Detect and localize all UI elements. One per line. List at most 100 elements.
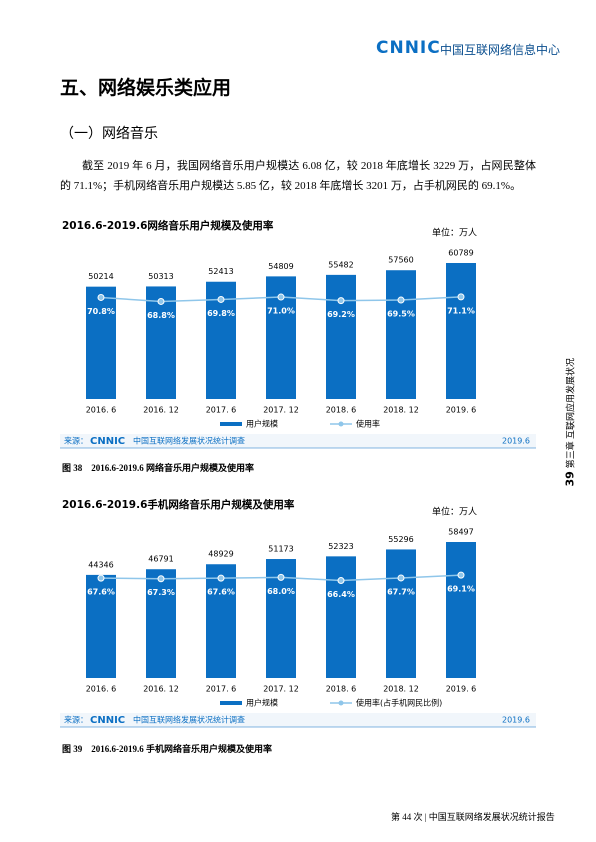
side-chapter: 第三章 互联网应用发展状况 [565, 358, 576, 469]
x-tick-label: 2017. 6 [206, 406, 237, 415]
bar-value-label: 48929 [208, 550, 233, 559]
source-prefix: 来源： [64, 437, 88, 446]
x-tick-label: 2019. 6 [446, 685, 477, 694]
paragraph: 截至 2019 年 6 月，我国网络音乐用户规模达 6.08 亿，较 2018 … [60, 160, 536, 192]
rate-point [97, 293, 105, 301]
header-org: 中国互联网络信息中心 [440, 43, 561, 57]
rate-label: 67.6% [87, 588, 115, 597]
side-tab: 39 第三章 互联网应用发展状况 [563, 357, 577, 487]
bar [146, 569, 176, 678]
x-tick-label: 2018. 12 [383, 406, 419, 415]
bar-value-label: 52413 [208, 267, 233, 276]
x-tick-label: 2017. 12 [263, 406, 299, 415]
bar [86, 574, 116, 678]
x-tick-label: 2016. 6 [86, 685, 117, 694]
legend-swatch [220, 701, 242, 705]
bar-value-label: 55296 [388, 535, 413, 544]
rate-label: 67.7% [387, 587, 415, 596]
legend-label: 使用率(占手机网民比例) [356, 698, 442, 708]
footer: 第 44 次 | 中国互联网络发展状况统计报告 [391, 812, 555, 822]
bar-value-label: 44346 [88, 560, 113, 569]
rate-point [337, 577, 345, 585]
rate-point [217, 574, 225, 582]
rate-point [277, 293, 285, 301]
bar [326, 556, 356, 678]
bar [446, 263, 476, 399]
chart-title: 2016.6-2019.6网络音乐用户规模及使用率 [62, 219, 274, 232]
rate-label: 69.2% [327, 310, 355, 319]
bar [206, 564, 236, 678]
rate-point [157, 575, 165, 583]
x-tick-label: 2018. 12 [383, 685, 419, 694]
rate-label: 67.6% [207, 588, 235, 597]
bar [326, 274, 356, 399]
figure-caption: 图 39 2016.6-2019.6 手机网络音乐用户规模及使用率 [62, 744, 272, 754]
bar [386, 549, 416, 678]
bar-value-label: 55482 [328, 260, 353, 269]
source-date: 2019.6 [502, 716, 530, 725]
rate-label: 71.0% [267, 307, 295, 316]
unit-label: 单位：万人 [432, 227, 477, 239]
rate-point [337, 297, 345, 305]
legend-label: 用户规模 [246, 419, 278, 429]
rate-point [217, 295, 225, 303]
source-bar [60, 434, 536, 448]
bar-value-label: 58497 [448, 528, 473, 537]
legend-label: 用户规模 [246, 698, 278, 708]
x-tick-label: 2016. 12 [143, 685, 179, 694]
legend-swatch [338, 700, 344, 706]
source-prefix: 来源： [64, 716, 88, 725]
bar [86, 286, 116, 399]
x-tick-label: 2016. 12 [143, 406, 179, 415]
rate-label: 67.3% [147, 588, 175, 597]
rate-label: 71.1% [447, 306, 475, 315]
header-logo: CNNIC [376, 38, 441, 58]
source-date: 2019.6 [502, 437, 530, 446]
bar-value-label: 50313 [148, 272, 173, 281]
bar-value-label: 60789 [448, 249, 473, 258]
bar-value-label: 54809 [268, 262, 293, 271]
rate-point [457, 293, 465, 301]
rate-point [157, 297, 165, 305]
x-tick-label: 2016. 6 [86, 406, 117, 415]
bar-value-label: 57560 [388, 256, 413, 265]
bar [446, 542, 476, 678]
unit-label: 单位：万人 [432, 506, 477, 518]
bar-value-label: 50214 [88, 272, 113, 281]
x-tick-label: 2018. 6 [326, 406, 357, 415]
bar-value-label: 52323 [328, 542, 353, 551]
chart-title: 2016.6-2019.6手机网络音乐用户规模及使用率 [62, 498, 295, 511]
source-text: 中国互联网络发展状况统计调查 [133, 436, 245, 446]
legend-swatch [220, 422, 242, 426]
rate-point [457, 571, 465, 579]
figure-caption: 图 38 2016.6-2019.6 网络音乐用户规模及使用率 [62, 463, 254, 473]
source-logo: CNNIC [90, 436, 125, 447]
source-bar [60, 713, 536, 727]
x-tick-label: 2019. 6 [446, 406, 477, 415]
legend-swatch [338, 421, 344, 427]
bar [386, 270, 416, 399]
heading: 五、网络娱乐类应用 [60, 77, 232, 99]
bar [146, 286, 176, 399]
source-logo: CNNIC [90, 715, 125, 726]
rate-label: 68.0% [267, 587, 295, 596]
x-tick-label: 2017. 6 [206, 685, 237, 694]
x-tick-label: 2018. 6 [326, 685, 357, 694]
side-page: 39 [563, 471, 577, 487]
rate-point [277, 573, 285, 581]
x-tick-label: 2017. 12 [263, 685, 299, 694]
bar-value-label: 51173 [268, 545, 293, 554]
rate-label: 69.1% [447, 585, 475, 594]
rate-label: 69.8% [207, 309, 235, 318]
subheading: （一）网络音乐 [60, 126, 158, 142]
rate-label: 68.8% [147, 311, 175, 320]
rate-label: 69.5% [387, 310, 415, 319]
source-text: 中国互联网络发展状况统计调查 [133, 715, 245, 725]
rate-label: 66.4% [327, 590, 355, 599]
legend-label: 使用率 [356, 419, 380, 429]
bar-value-label: 46791 [148, 555, 173, 564]
